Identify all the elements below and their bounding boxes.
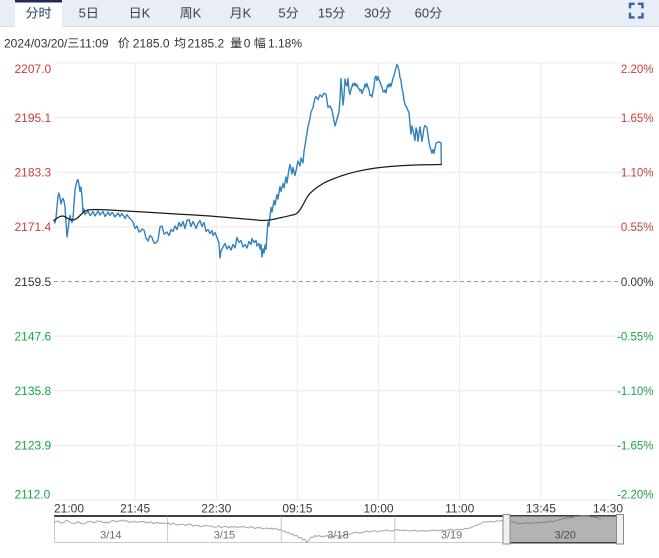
svg-text:30: 30: [364, 6, 378, 21]
svg-text:5: 5: [278, 6, 285, 21]
svg-text:K: K: [193, 6, 202, 21]
svg-text:1.10%: 1.10%: [621, 168, 654, 180]
svg-text:2159.5: 2159.5: [15, 275, 52, 289]
svg-text:1.65%: 1.65%: [621, 113, 654, 125]
svg-text:21:00: 21:00: [54, 501, 84, 515]
svg-text:09:15: 09:15: [282, 501, 312, 515]
svg-text:21:45: 21:45: [120, 501, 150, 515]
svg-text:0: 0: [244, 36, 251, 50]
svg-text:3/15: 3/15: [214, 529, 235, 541]
svg-text:2207.0: 2207.0: [15, 62, 52, 76]
svg-text:-1.65%: -1.65%: [617, 441, 653, 453]
svg-text:2183.3: 2183.3: [15, 166, 52, 180]
svg-text:2.20%: 2.20%: [621, 64, 654, 76]
svg-text:13:45: 13:45: [526, 501, 556, 515]
svg-text:22:30: 22:30: [201, 501, 231, 515]
svg-text:10:00: 10:00: [364, 501, 394, 515]
svg-text:15: 15: [318, 6, 332, 21]
svg-text:3/20: 3/20: [554, 529, 575, 541]
svg-text:0.55%: 0.55%: [621, 222, 654, 234]
svg-text:5: 5: [79, 6, 86, 21]
svg-text:2112.0: 2112.0: [15, 488, 51, 502]
svg-text:K: K: [142, 6, 151, 21]
svg-text:2195.1: 2195.1: [15, 111, 52, 125]
svg-text:2185.2: 2185.2: [188, 36, 225, 50]
svg-text:1.18%: 1.18%: [268, 36, 302, 50]
svg-text:K: K: [243, 6, 252, 21]
svg-text:-0.55%: -0.55%: [617, 331, 653, 343]
svg-text:2171.4: 2171.4: [15, 220, 52, 234]
svg-text:3/18: 3/18: [327, 529, 348, 541]
svg-text:2185.0: 2185.0: [133, 36, 170, 50]
svg-text:0.00%: 0.00%: [621, 277, 654, 289]
svg-text:3/14: 3/14: [100, 529, 121, 541]
svg-text:-1.10%: -1.10%: [617, 386, 653, 398]
svg-text:2135.8: 2135.8: [15, 384, 52, 398]
svg-text:2147.6: 2147.6: [15, 329, 52, 343]
svg-text:2024/03/20/: 2024/03/20/: [4, 36, 68, 50]
svg-text:-2.20%: -2.20%: [617, 490, 653, 502]
svg-text:3/19: 3/19: [441, 529, 462, 541]
svg-text:14:30: 14:30: [593, 501, 623, 515]
svg-text:60: 60: [415, 6, 429, 21]
svg-text:11:00: 11:00: [445, 501, 474, 515]
svg-text:11:09: 11:09: [79, 36, 108, 50]
svg-text:2123.9: 2123.9: [15, 439, 52, 453]
